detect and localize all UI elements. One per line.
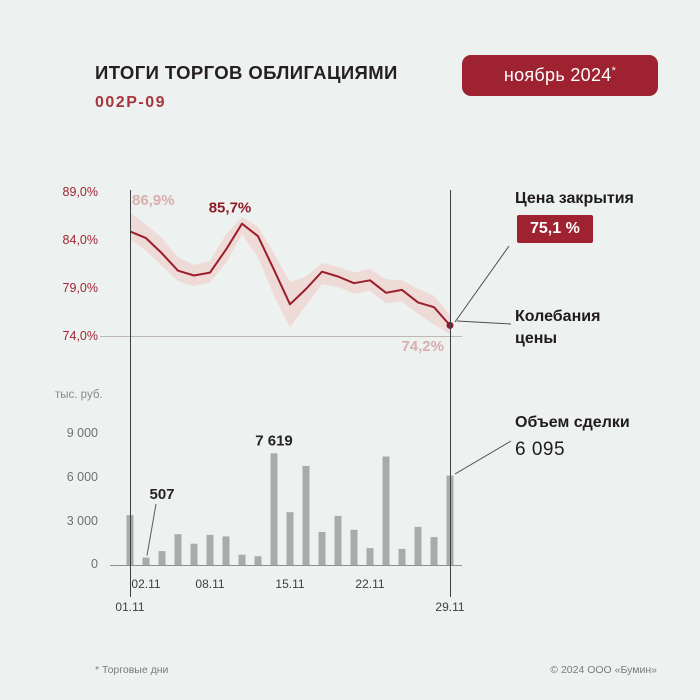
price-ytick-74: 74,0%: [62, 329, 98, 343]
chart-right-border: [450, 190, 451, 597]
volume-ytick-9000: 9 000: [66, 426, 98, 440]
svg-text:7 619: 7 619: [255, 432, 293, 449]
period-badge: ноябрь 2024*: [462, 55, 658, 96]
svg-text:86,9%: 86,9%: [132, 192, 175, 209]
xtick-start: 01.11: [115, 600, 145, 614]
chart-left-border: [130, 190, 131, 597]
volume-bar-chart: 7 619 507: [126, 432, 454, 565]
xtick-15-11: 15.11: [275, 577, 305, 591]
price-ytick-89: 89,0%: [62, 185, 98, 199]
price-baseline-74: [100, 336, 462, 337]
volume-axis-line: [110, 565, 462, 566]
svg-text:507: 507: [149, 486, 174, 503]
xtick-end: 29.11: [435, 600, 465, 614]
xtick-02-11: 02.11: [131, 577, 161, 591]
volume-unit-label: тыс. руб.: [55, 389, 103, 401]
period-badge-asterisk: *: [611, 65, 617, 77]
xtick-22-11: 22.11: [355, 577, 385, 591]
volume-ytick-6000: 6 000: [66, 470, 98, 484]
period-badge-text: ноябрь 2024: [503, 65, 612, 85]
volume-ytick-0: 0: [91, 557, 98, 571]
header: ИТОГИ ТОРГОВ ОБЛИГАЦИЯМИ 002Р-09: [95, 62, 398, 112]
bond-series-label: 002Р-09: [95, 94, 166, 111]
svg-text:85,7%: 85,7%: [209, 200, 252, 217]
volume-ytick-3000: 3 000: [66, 514, 98, 528]
svg-text:74,2%: 74,2%: [401, 338, 444, 355]
close-price-value-badge: 75,1 %: [517, 215, 593, 243]
page-title: ИТОГИ ТОРГОВ ОБЛИГАЦИЯМИ: [95, 62, 398, 83]
price-band-label: Колебания цены: [515, 308, 601, 347]
volume-label: Объем сделки: [515, 414, 630, 431]
price-ytick-79: 79,0%: [62, 281, 98, 295]
price-line-chart: 86,9% 85,7% 74,2%: [129, 192, 454, 355]
copyright: © 2024 ООО «Бумин»: [550, 664, 657, 676]
xtick-08-11: 08.11: [195, 577, 225, 591]
price-ytick-84: 84,0%: [62, 233, 98, 247]
close-price-label: Цена закрытия: [515, 190, 634, 207]
volume-value: 6 095: [515, 439, 566, 460]
footnote-trading-days: * Торговые дни: [95, 664, 169, 676]
